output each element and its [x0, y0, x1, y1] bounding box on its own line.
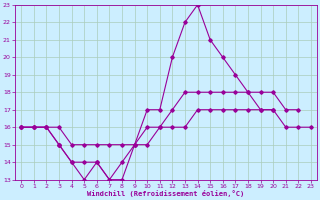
X-axis label: Windchill (Refroidissement éolien,°C): Windchill (Refroidissement éolien,°C): [87, 190, 245, 197]
